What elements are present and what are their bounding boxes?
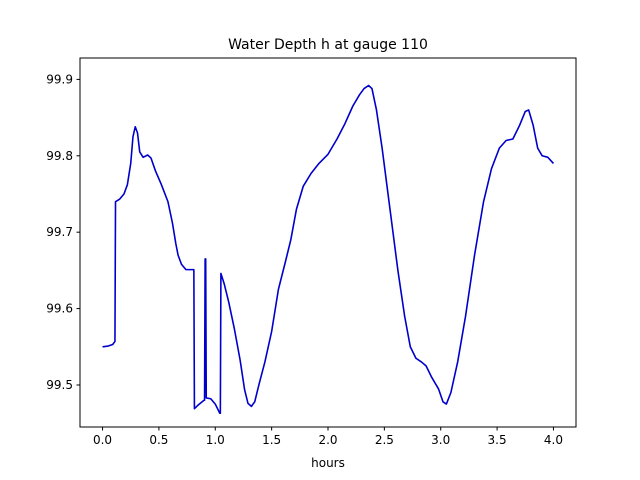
y-tick-label: 99.9 [46,72,73,86]
y-tick-label: 99.6 [46,302,73,316]
y-tick-label: 99.5 [46,378,73,392]
chart-title: Water Depth h at gauge 110 [228,37,428,53]
x-tick-label: 3.5 [488,433,507,447]
plot-area [102,84,555,415]
axes-frame [79,57,577,428]
x-tick-label: 0.0 [93,433,112,447]
x-tick-label: 2.5 [375,433,394,447]
y-tick-label: 99.7 [46,225,73,239]
water-depth-series-line [102,84,555,415]
x-tick-label: 1.5 [262,433,281,447]
x-tick-label: 1.0 [206,433,225,447]
y-tick-label: 99.8 [46,149,73,163]
x-tick-label: 3.0 [431,433,450,447]
y-axis-ticks: 99.5 99.6 99.7 99.8 99.9 [46,72,80,392]
x-tick-label: 0.5 [149,433,168,447]
x-tick-label: 4.0 [544,433,563,447]
x-tick-label: 2.0 [318,433,337,447]
x-axis-ticks: 0.0 0.5 1.0 1.5 2.0 2.5 3.0 3.5 4.0 [93,427,563,447]
x-axis-label: hours [311,456,345,470]
